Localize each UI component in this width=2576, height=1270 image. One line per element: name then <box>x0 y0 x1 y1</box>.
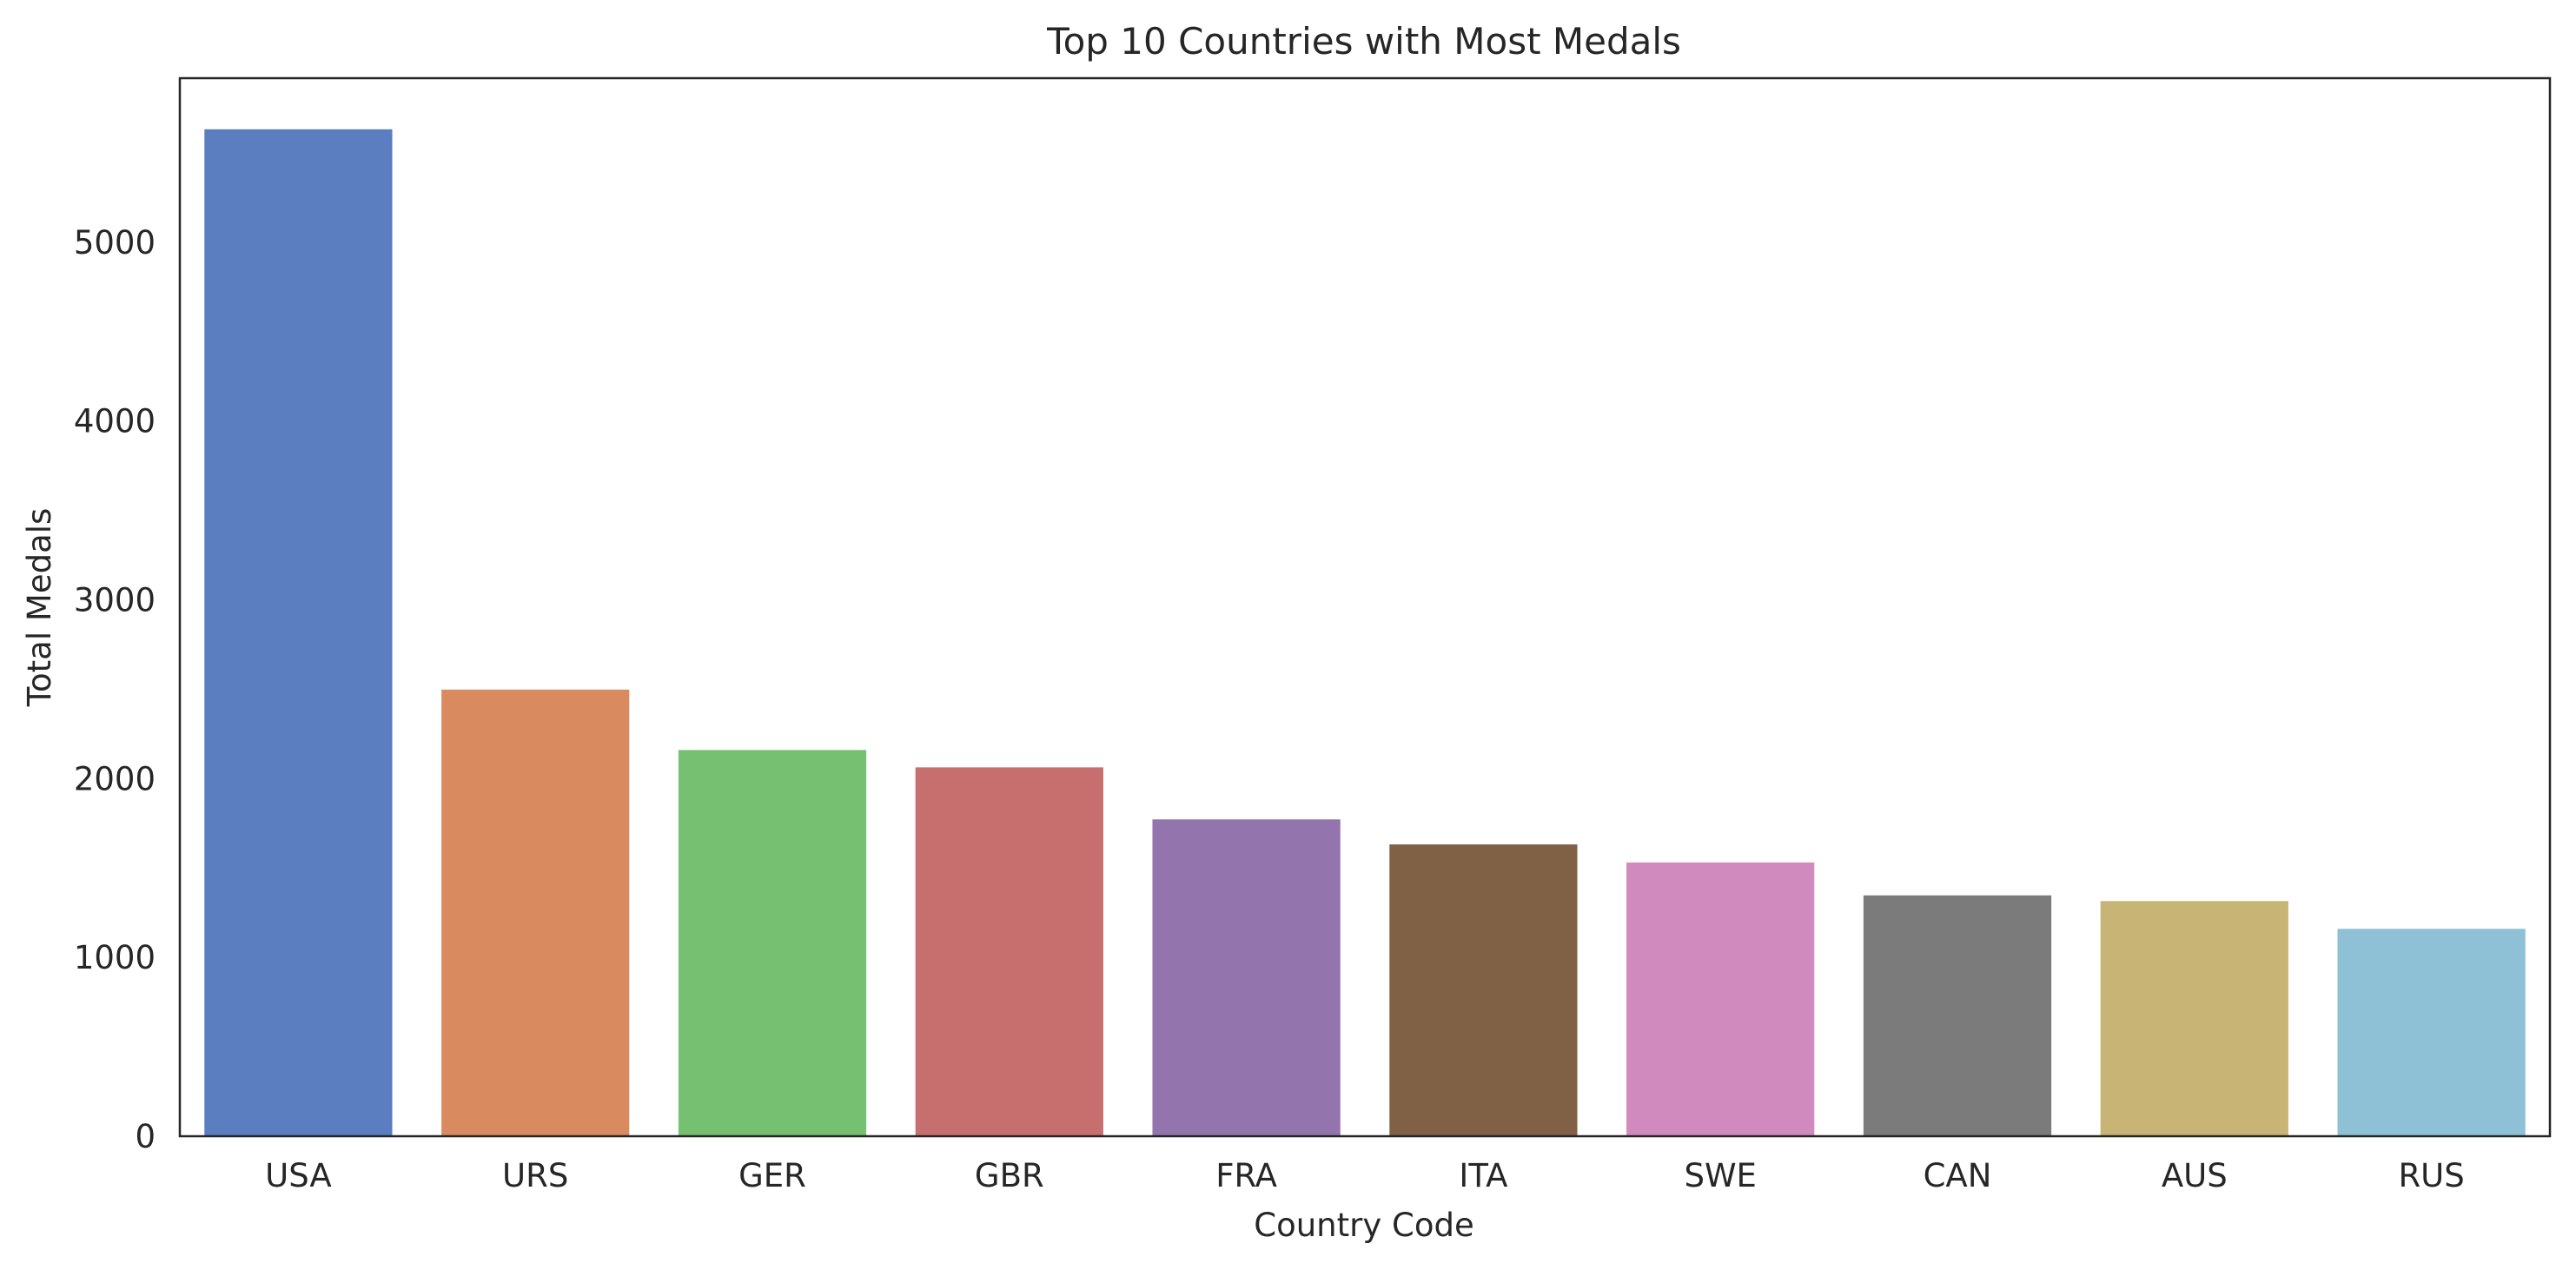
y-axis-ticks: 0 1000 2000 3000 4000 5000 <box>74 224 156 1155</box>
y-axis-label: Total Medals <box>21 508 58 708</box>
bar-swe <box>1625 860 1817 1137</box>
x-axis-ticks: USA URS GER GBR FRA ITA SWE CAN AUS RUS <box>265 1157 2465 1194</box>
bar-urs <box>440 687 632 1137</box>
y-tick-label-2000: 2000 <box>74 760 156 797</box>
x-tick-label-ita: ITA <box>1459 1157 1507 1194</box>
y-tick-label-5000: 5000 <box>74 224 156 261</box>
bars-group <box>202 127 2527 1138</box>
x-tick-label-can: CAN <box>1924 1157 1992 1194</box>
bar-ita <box>1387 843 1579 1137</box>
x-axis-label: Country Code <box>1254 1207 1473 1244</box>
x-tick-label-usa: USA <box>265 1157 332 1194</box>
bar-aus <box>2098 899 2290 1137</box>
bar-rus <box>2335 927 2527 1138</box>
y-tick-label-4000: 4000 <box>74 403 156 440</box>
bar-usa <box>202 127 394 1138</box>
bar-fra <box>1150 817 1342 1137</box>
x-tick-label-urs: URS <box>502 1157 568 1194</box>
x-tick-label-swe: SWE <box>1684 1157 1756 1194</box>
x-tick-label-fra: FRA <box>1215 1157 1277 1194</box>
y-tick-label-1000: 1000 <box>74 939 156 976</box>
plot-frame <box>178 76 2552 1138</box>
x-tick-label-gbr: GBR <box>975 1157 1044 1194</box>
x-tick-label-rus: RUS <box>2398 1157 2464 1194</box>
y-tick-label-3000: 3000 <box>74 582 156 619</box>
bar-can <box>1861 893 2054 1137</box>
chart-title: Top 10 Countries with Most Medals <box>1046 20 1681 63</box>
x-tick-label-aus: AUS <box>2162 1157 2228 1194</box>
y-tick-label-0: 0 <box>135 1118 156 1155</box>
bar-ger <box>676 748 869 1137</box>
x-tick-label-ger: GER <box>738 1157 806 1194</box>
bar-gbr <box>913 765 1105 1138</box>
